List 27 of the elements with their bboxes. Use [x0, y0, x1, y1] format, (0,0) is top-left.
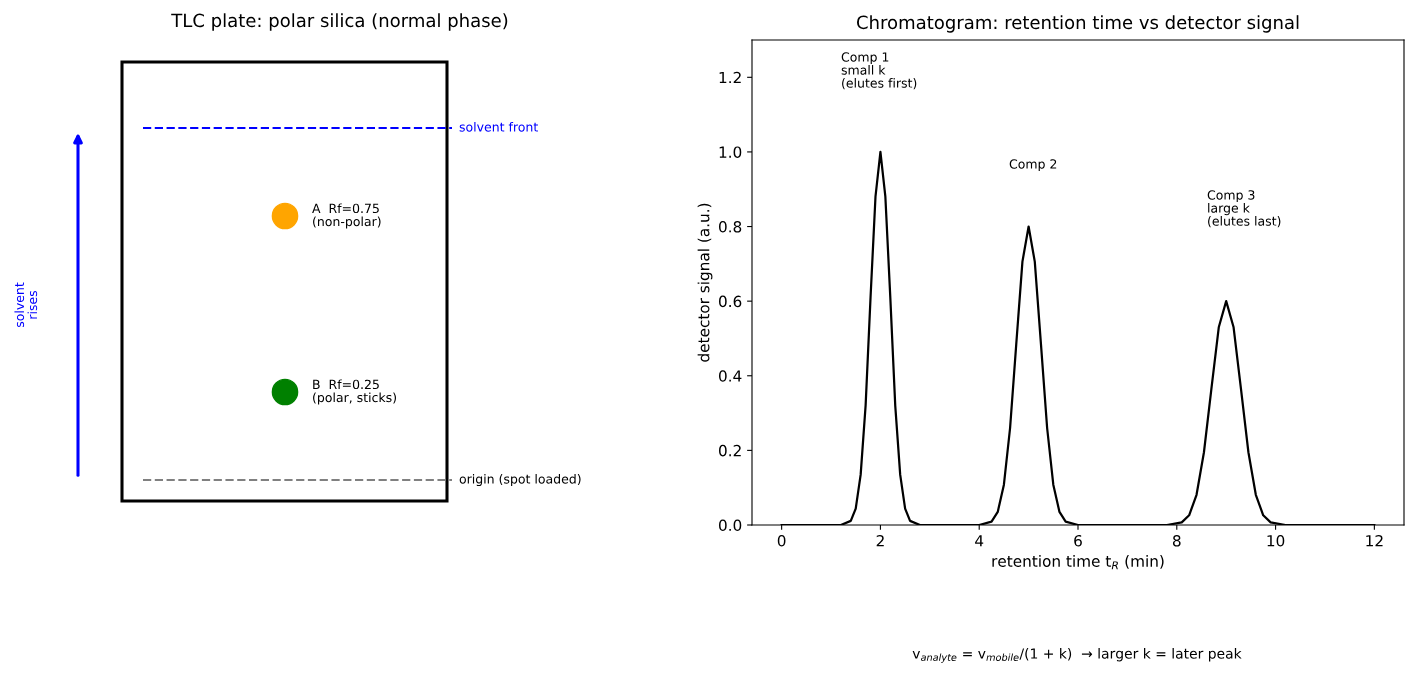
x-tick-label: 10: [1267, 534, 1285, 547]
text: solvent front: [459, 121, 538, 132]
x-tick-label: 2: [876, 534, 884, 547]
y-tick-label: 0.2: [718, 444, 741, 457]
text: origin (spot loaded): [459, 473, 581, 487]
y-tick-label: 1.0: [719, 146, 742, 158]
y-tick-label: 0.8: [718, 221, 742, 233]
annotation: Comp 2: [1009, 159, 1057, 172]
x-tick-label: 4: [975, 535, 984, 547]
text: TLC plate: polar silica (normal phase): [171, 13, 508, 31]
text: A Rf=0.75 (non-polar): [312, 203, 381, 229]
x-axis-title: retention time t$_{R}$ (min): [992, 555, 1164, 570]
x-tick-label: 0: [777, 534, 786, 547]
x-tick-label: 8: [1172, 534, 1181, 547]
x-tick-label: 12: [1366, 534, 1383, 547]
text: solvent rises: [14, 282, 38, 328]
y-tick-label: 0.6: [718, 295, 742, 308]
y-tick-label: 0.0: [718, 519, 742, 532]
y-tick-label: 0.4: [718, 370, 742, 382]
text: v$_{analyte}$ = v$_{mobile}$/(1 + k) → larger k = later peak: [912, 648, 1242, 663]
annotation: Comp 1 small k (elutes first): [841, 52, 917, 90]
y-tick-label: 1.2: [719, 71, 741, 84]
text: B Rf=0.25 (polar, sticks): [313, 379, 396, 405]
annotation: Comp 3 large k (elutes last): [1207, 190, 1281, 228]
y-axis-title: detector signal (a.u.): [697, 203, 713, 362]
chart-title: Chromatogram: retention time vs detector signal: [856, 15, 1299, 33]
x-tick-label: 6: [1074, 534, 1082, 547]
